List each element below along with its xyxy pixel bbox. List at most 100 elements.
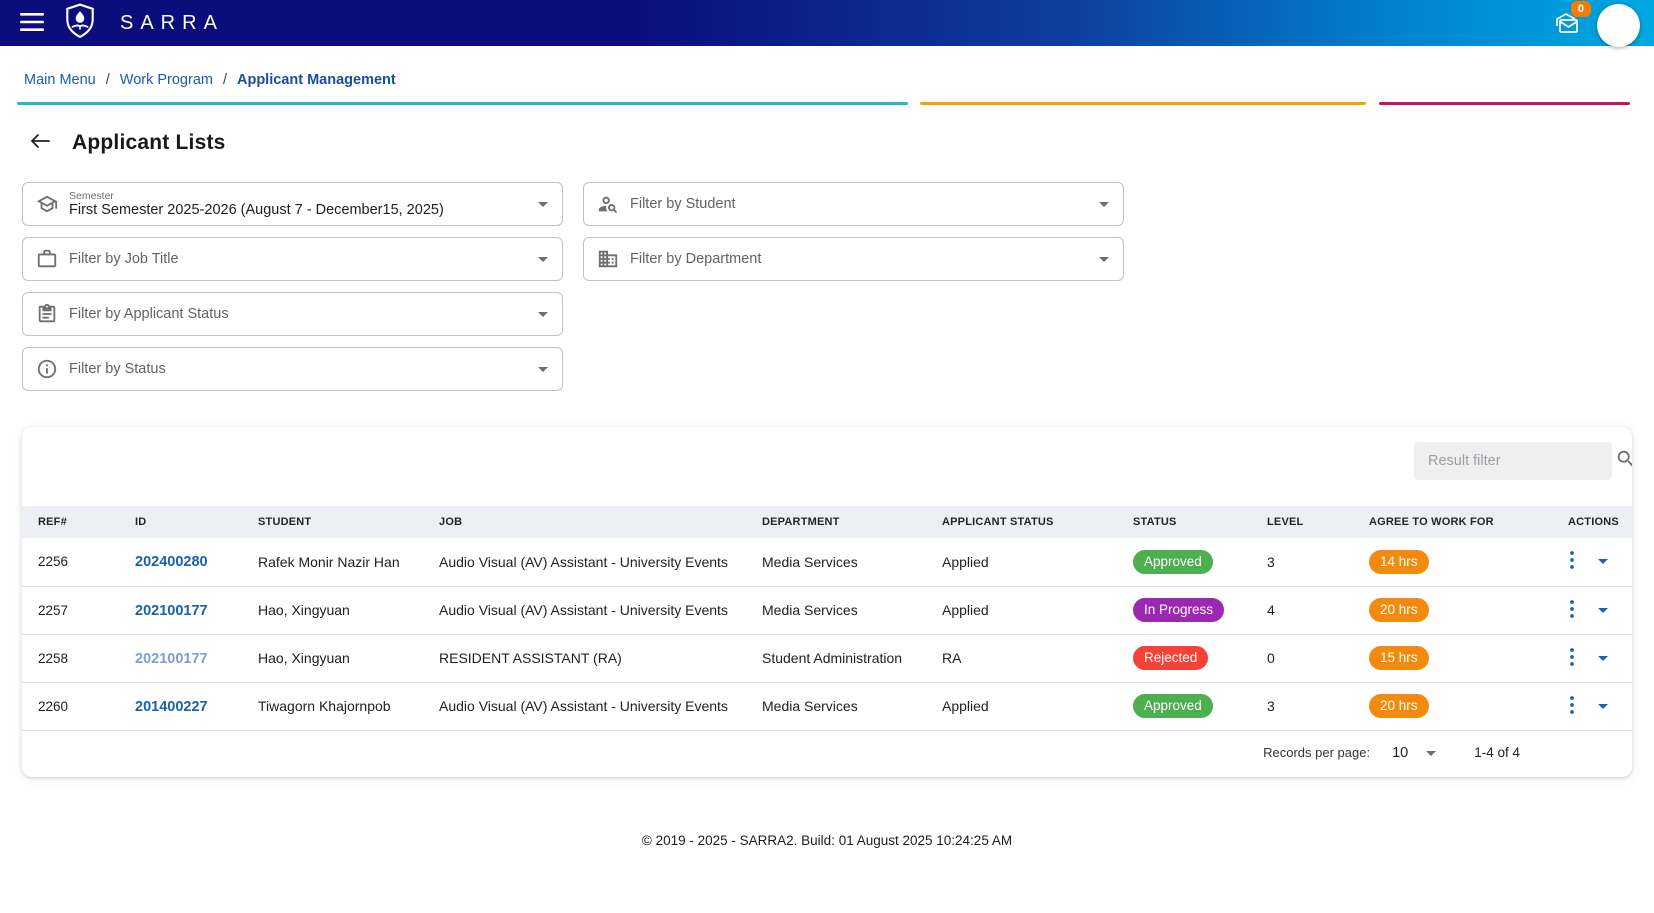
table-row: 2260 201400227 Tiwagorn Khajornpob Audio… — [22, 682, 1632, 730]
briefcase-icon — [36, 248, 58, 270]
col-job: JOB — [423, 506, 746, 538]
breadcrumb-applicant-management: Applicant Management — [237, 72, 396, 88]
col-agree: AGREE TO WORK FOR — [1353, 506, 1552, 538]
status-badge: Approved — [1133, 694, 1213, 718]
arrow-left-icon — [30, 133, 50, 152]
filter-applicant-status[interactable]: Filter by Applicant Status — [22, 292, 563, 336]
student-id-link[interactable]: 201400227 — [135, 699, 208, 715]
pagination-range: 1-4 of 4 — [1474, 745, 1520, 760]
filter-status[interactable]: Filter by Status — [22, 347, 563, 391]
applicant-status-cell: RA — [926, 634, 1117, 682]
breadcrumb-main-menu[interactable]: Main Menu — [24, 72, 96, 88]
table-row: 2257 202100177 Hao, Xingyuan Audio Visua… — [22, 586, 1632, 634]
mail-button[interactable]: 0 — [1553, 5, 1581, 42]
filter-job-title[interactable]: Filter by Job Title — [22, 237, 563, 281]
student-cell: Hao, Xingyuan — [242, 586, 423, 634]
student-cell: Rafek Monir Nazir Han — [242, 538, 423, 586]
kebab-icon — [1570, 696, 1574, 717]
ref-cell: 2258 — [22, 634, 119, 682]
agree-hours-badge: 20 hrs — [1369, 598, 1429, 622]
department-cell: Media Services — [746, 538, 926, 586]
applicant-table-card: REF# ID STUDENT JOB DEPARTMENT APPLICANT… — [22, 427, 1632, 777]
row-expand-button[interactable] — [1596, 654, 1610, 663]
col-applicant-status: APPLICANT STATUS — [926, 506, 1117, 538]
search-icon[interactable] — [1615, 448, 1632, 475]
shield-flame-icon — [64, 3, 96, 44]
chevron-down-icon — [1099, 257, 1109, 262]
brand-title: SARRA — [120, 12, 224, 35]
result-filter-box — [1414, 442, 1612, 480]
status-badge: Approved — [1133, 550, 1213, 574]
department-field-placeholder: Filter by Department — [630, 251, 761, 267]
job-cell: Audio Visual (AV) Assistant - University… — [423, 586, 746, 634]
caret-down-icon — [1598, 559, 1608, 564]
caret-down-icon — [1598, 656, 1608, 661]
job-cell: RESIDENT ASSISTANT (RA) — [423, 634, 746, 682]
result-filter-input[interactable] — [1428, 453, 1615, 469]
col-ref: REF# — [22, 506, 119, 538]
student-id-link[interactable]: 202400280 — [135, 554, 208, 570]
filter-department[interactable]: Filter by Department — [583, 237, 1124, 281]
records-per-page-value[interactable]: 10 — [1392, 745, 1408, 761]
row-expand-button[interactable] — [1596, 702, 1610, 711]
filter-student[interactable]: Filter by Student — [583, 182, 1124, 226]
col-id: ID — [119, 506, 242, 538]
kebab-icon — [1570, 600, 1574, 621]
avatar[interactable] — [1597, 4, 1640, 47]
semester-field-value: First Semester 2025-2026 (August 7 - Dec… — [69, 202, 528, 218]
semester-field-label: Semester — [69, 190, 528, 202]
student-id-link[interactable]: 202100177 — [135, 603, 208, 619]
building-icon — [597, 248, 619, 270]
mail-icon — [1553, 24, 1581, 41]
filter-semester[interactable]: Semester First Semester 2025-2026 (Augus… — [22, 182, 563, 226]
level-cell: 4 — [1251, 586, 1353, 634]
hamburger-icon — [20, 13, 44, 34]
table-row: 2256 202400280 Rafek Monir Nazir Han Aud… — [22, 538, 1632, 586]
records-per-page-label: Records per page: — [1263, 745, 1370, 760]
menu-button[interactable] — [14, 7, 50, 40]
caret-down-icon — [1598, 704, 1608, 709]
status-field-placeholder: Filter by Status — [69, 361, 166, 377]
job-cell: Audio Visual (AV) Assistant - University… — [423, 538, 746, 586]
caret-down-icon — [1598, 608, 1608, 613]
job-title-field-placeholder: Filter by Job Title — [69, 251, 179, 267]
level-cell: 0 — [1251, 634, 1353, 682]
status-badge: Rejected — [1133, 646, 1208, 670]
ref-cell: 2260 — [22, 682, 119, 730]
person-search-icon — [597, 193, 619, 215]
top-navbar: SARRA 0 — [0, 0, 1654, 46]
level-cell: 3 — [1251, 538, 1353, 586]
job-cell: Audio Visual (AV) Assistant - University… — [423, 682, 746, 730]
row-expand-button[interactable] — [1596, 557, 1610, 566]
col-status: STATUS — [1117, 506, 1251, 538]
info-icon — [36, 358, 58, 380]
row-menu-button[interactable] — [1568, 694, 1576, 719]
tricolor-divider — [17, 102, 1637, 105]
status-badge: In Progress — [1133, 598, 1224, 622]
applicant-status-cell: Applied — [926, 682, 1117, 730]
col-department: DEPARTMENT — [746, 506, 926, 538]
applicant-table: REF# ID STUDENT JOB DEPARTMENT APPLICANT… — [22, 506, 1632, 731]
row-menu-button[interactable] — [1568, 549, 1576, 574]
student-field-placeholder: Filter by Student — [630, 196, 736, 212]
applicant-status-cell: Applied — [926, 586, 1117, 634]
sarra-logo — [64, 3, 96, 44]
student-cell: Tiwagorn Khajornpob — [242, 682, 423, 730]
col-level: LEVEL — [1251, 506, 1353, 538]
graduation-cap-icon — [36, 193, 58, 215]
records-per-page-caret-icon[interactable] — [1426, 751, 1436, 756]
agree-hours-badge: 15 hrs — [1369, 646, 1429, 670]
row-menu-button[interactable] — [1568, 646, 1576, 671]
row-expand-button[interactable] — [1596, 606, 1610, 615]
breadcrumb-work-program[interactable]: Work Program — [120, 72, 213, 88]
page-title: Applicant Lists — [72, 131, 226, 155]
applicant-status-field-placeholder: Filter by Applicant Status — [69, 306, 229, 322]
row-menu-button[interactable] — [1568, 598, 1576, 623]
chevron-down-icon — [1099, 202, 1109, 207]
mail-badge: 0 — [1571, 1, 1591, 17]
ref-cell: 2256 — [22, 538, 119, 586]
breadcrumb-separator: / — [106, 72, 110, 88]
back-button[interactable] — [26, 129, 54, 156]
col-actions: ACTIONS — [1552, 506, 1632, 538]
student-id-link[interactable]: 202100177 — [135, 651, 208, 667]
